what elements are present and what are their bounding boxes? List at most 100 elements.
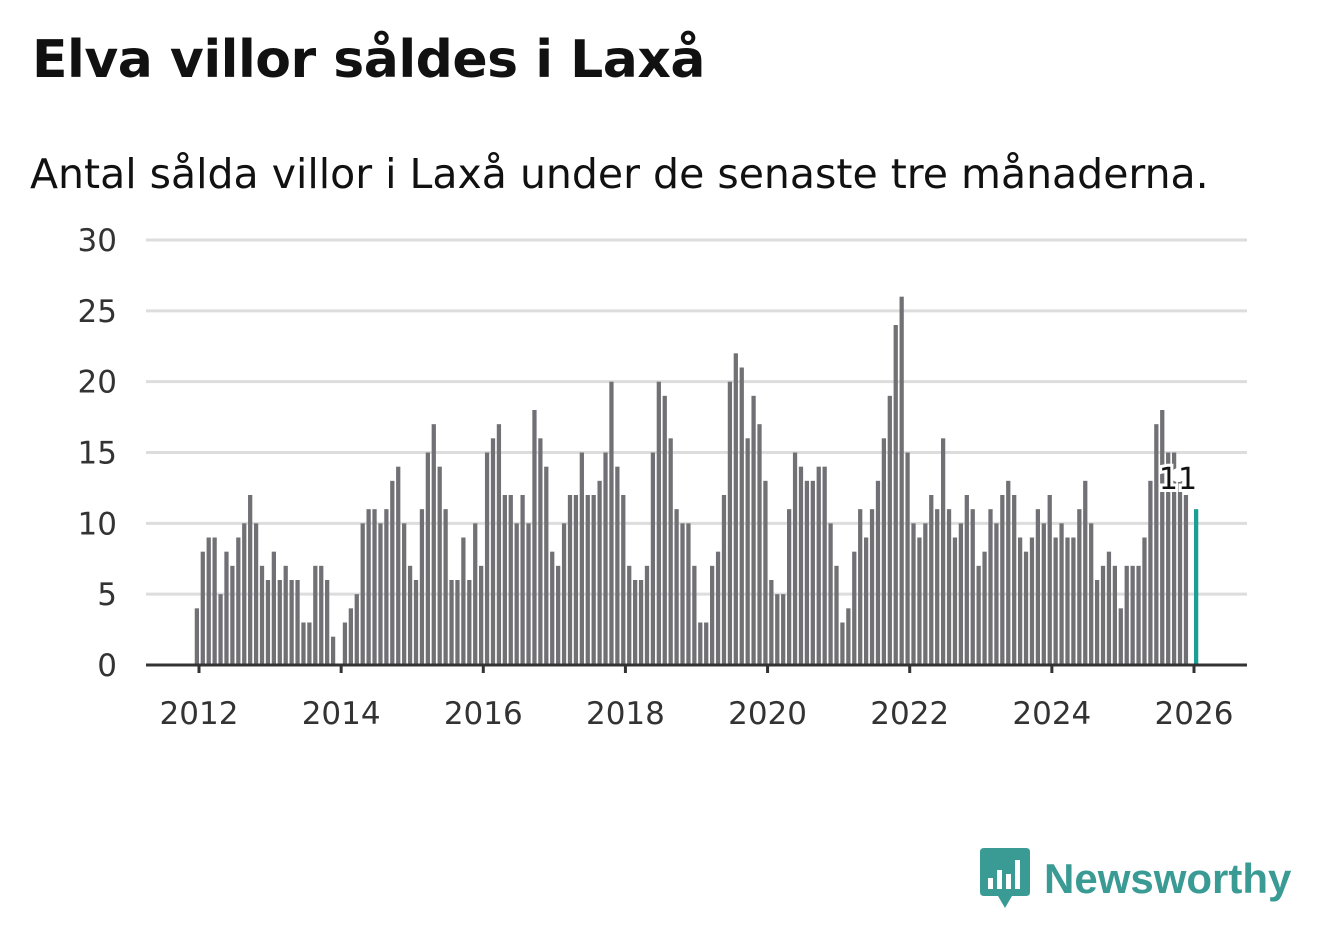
bar <box>1142 537 1147 665</box>
bar <box>1053 537 1058 665</box>
bar <box>1177 480 1183 665</box>
bar <box>230 565 235 665</box>
bar <box>461 537 466 665</box>
bar <box>787 509 792 665</box>
y-axis-ticks: 0 5 10 15 20 25 30 <box>78 223 117 684</box>
bar <box>366 509 371 665</box>
bar <box>810 480 815 665</box>
bar <box>218 594 223 665</box>
bar <box>1035 509 1041 665</box>
y-tick-label: 30 <box>78 223 117 259</box>
bar <box>834 565 839 665</box>
bar <box>407 565 413 665</box>
bar <box>413 580 419 665</box>
bar <box>325 580 330 665</box>
y-tick-label: 5 <box>97 577 117 613</box>
bar <box>319 565 324 665</box>
bar <box>739 367 744 665</box>
bar <box>804 480 810 665</box>
bar <box>1006 480 1011 665</box>
bar <box>289 580 294 665</box>
bar <box>206 537 211 665</box>
bar <box>792 452 798 665</box>
bar <box>396 466 401 665</box>
x-tick-label: 2020 <box>728 696 807 732</box>
bar <box>988 509 993 665</box>
bar <box>283 565 288 665</box>
bar <box>911 523 916 665</box>
bar <box>431 424 436 665</box>
bar-chart: 0 5 10 15 20 25 30 2012 2014 2016 2018 2020 2022 202… <box>78 223 1247 732</box>
bar <box>301 622 306 665</box>
bar <box>496 424 502 665</box>
bar <box>1071 537 1076 665</box>
y-tick-label: 0 <box>97 648 117 684</box>
bar <box>259 565 265 665</box>
bar <box>763 480 768 665</box>
x-tick-label: 2014 <box>302 696 381 732</box>
bar <box>378 523 383 665</box>
bar <box>769 580 774 665</box>
bar <box>236 537 241 665</box>
label-halo-dot <box>1171 468 1185 483</box>
bar <box>745 438 750 665</box>
bar <box>887 395 892 665</box>
bar <box>946 509 952 665</box>
last-value-label: 11 <box>1159 462 1197 497</box>
newsworthy-logo[interactable]: Newsworthy <box>980 848 1291 910</box>
bar <box>994 523 999 665</box>
x-tick-label: 2026 <box>1155 696 1234 732</box>
bar <box>1089 523 1094 665</box>
bar <box>348 608 353 665</box>
bar <box>1112 565 1117 665</box>
bar <box>484 452 490 665</box>
newsworthy-logo-icon <box>980 848 1030 908</box>
bar <box>1183 495 1189 665</box>
bar <box>242 523 247 665</box>
bar <box>935 509 940 665</box>
bar <box>1000 495 1005 665</box>
x-tick-label: 2018 <box>586 696 665 732</box>
bar <box>556 565 561 665</box>
bar <box>1094 580 1100 665</box>
bar <box>692 565 697 665</box>
bar <box>958 523 964 665</box>
bar <box>674 509 679 665</box>
bar <box>212 537 217 665</box>
bar <box>1148 480 1153 665</box>
bar <box>698 622 703 665</box>
bar <box>822 466 827 665</box>
bar <box>680 523 685 665</box>
bar <box>1065 537 1070 665</box>
bar <box>253 523 259 665</box>
bar <box>952 537 958 665</box>
brand-name: Newsworthy <box>1044 855 1292 902</box>
bar <box>603 452 608 665</box>
bar <box>875 480 881 665</box>
bar <box>710 565 715 665</box>
y-tick-label: 25 <box>78 294 117 330</box>
bar <box>538 438 543 665</box>
bar <box>905 452 910 665</box>
bar <box>277 580 282 665</box>
bar <box>1136 565 1141 665</box>
bar <box>473 523 478 665</box>
bar <box>1059 523 1064 665</box>
bar <box>372 509 377 665</box>
y-tick-label: 15 <box>78 436 117 472</box>
bar-highlight <box>1194 509 1199 665</box>
bar <box>828 523 833 665</box>
bar <box>923 523 928 665</box>
bars <box>194 296 1199 665</box>
bar <box>265 580 271 665</box>
bar <box>354 594 359 665</box>
bar <box>970 509 975 665</box>
bar <box>585 495 590 665</box>
x-axis: 2012 2014 2016 2018 2020 2022 2024 2026 <box>146 663 1247 732</box>
bar <box>858 509 863 665</box>
bar <box>751 395 756 665</box>
bar <box>295 580 300 665</box>
bar <box>313 565 318 665</box>
bar <box>1171 452 1177 665</box>
bar <box>863 537 869 665</box>
